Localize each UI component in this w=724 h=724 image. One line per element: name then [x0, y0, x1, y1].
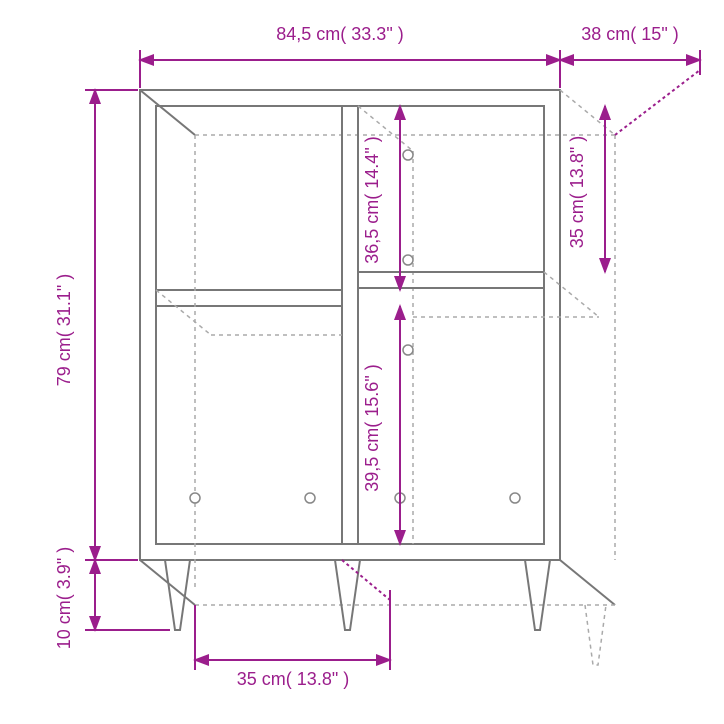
dim-height: 79 cm( 31.1" )	[54, 90, 138, 560]
dim-lower-compartment: 39,5 cm( 15.6" )	[362, 306, 400, 544]
dim-leg-height: 10 cm( 3.9" )	[54, 547, 170, 649]
dim-shelf-width-label: 35 cm( 13.8" )	[237, 669, 349, 689]
dim-right-compartment: 35 cm( 13.8" )	[567, 106, 605, 272]
dim-upper-label: 36,5 cm( 14.4" )	[362, 136, 382, 263]
dim-shelf-width: 35 cm( 13.8" )	[195, 560, 390, 689]
dim-leg-label: 10 cm( 3.9" )	[54, 547, 74, 649]
cabinet-legs	[165, 560, 606, 665]
dim-depth: 38 cm( 15" )	[560, 24, 700, 135]
dim-right-label: 35 cm( 13.8" )	[567, 136, 587, 248]
dim-depth-label: 38 cm( 15" )	[581, 24, 678, 44]
dim-width-label: 84,5 cm( 33.3" )	[276, 24, 403, 44]
dim-width: 84,5 cm( 33.3" )	[140, 24, 560, 88]
dim-height-label: 79 cm( 31.1" )	[54, 274, 74, 386]
dim-upper-compartment: 36,5 cm( 14.4" )	[362, 106, 400, 290]
dim-lower-label: 39,5 cm( 15.6" )	[362, 364, 382, 491]
